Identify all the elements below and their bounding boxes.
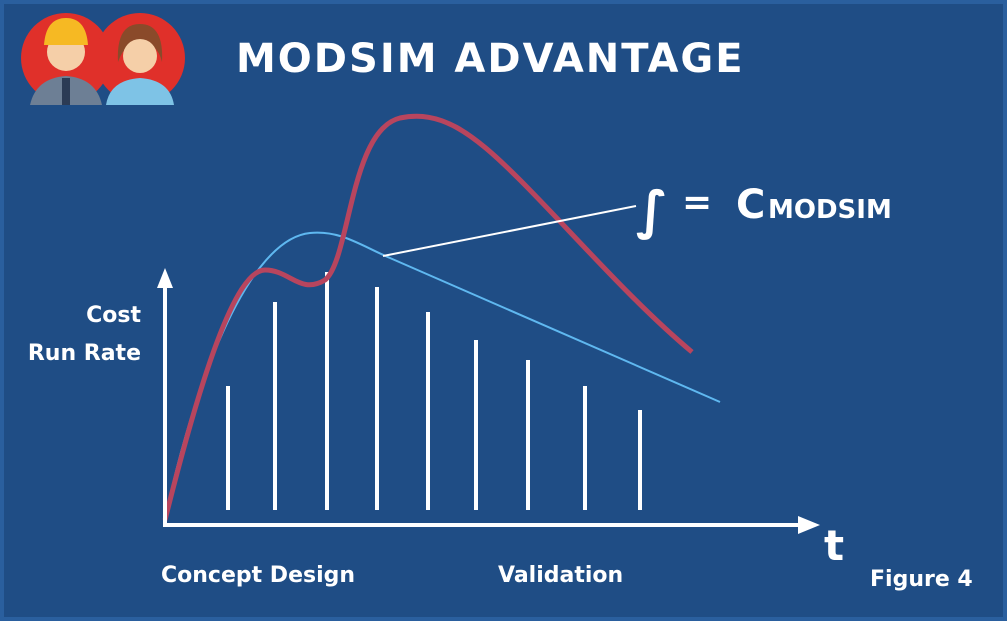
avatar-tie [62,78,70,105]
formula-equals: = [682,182,712,223]
formula-subscript: MODSIM [768,195,892,225]
integral-sign: ∫ [636,181,668,241]
formula-symbol: C [736,182,765,228]
avatar-face [123,39,157,73]
y-axis-label: Cost [86,303,141,328]
x-axis-label: t [824,521,844,570]
slide: MODSIM ADVANTAGE ∫ = C MODSIM Cost Run R… [0,0,1007,621]
phase-label: Concept Design [161,563,355,588]
caption: Figure 4 [870,567,973,592]
y-axis-label: Run Rate [28,341,141,366]
phase-label: Validation [498,563,623,588]
title: MODSIM ADVANTAGE [236,36,745,82]
